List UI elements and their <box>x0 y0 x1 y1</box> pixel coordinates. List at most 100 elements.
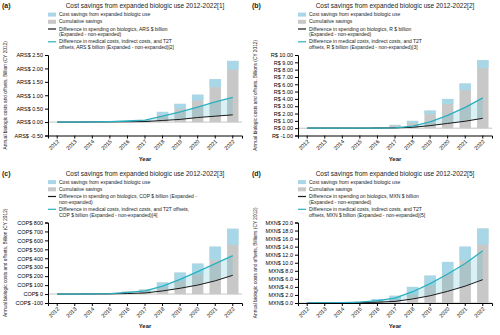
tick: 2015 <box>350 136 363 152</box>
tick-label: ARS$ 2.50 <box>16 52 43 58</box>
tick: COP$ 500 <box>17 247 48 253</box>
tick: ARS$ 1.00 <box>16 93 48 99</box>
bar-segment <box>477 60 488 68</box>
tick-label: R$ 10.00 <box>271 52 293 58</box>
tick-label: MXN$ 14.0 <box>265 244 293 250</box>
tick-label: MXN$ 10.0 <box>265 260 293 266</box>
tick-label: 2018 <box>153 138 166 151</box>
tick-mark <box>295 231 298 232</box>
tick-label: COP$ -100 <box>15 300 43 306</box>
tick-label: 2019 <box>420 138 433 151</box>
tick: ARS$ 0.00 <box>16 119 48 125</box>
tick-label: 2012 <box>47 138 60 151</box>
tick-mark <box>359 303 360 306</box>
tick-label: 2017 <box>135 306 148 319</box>
tick-mark <box>412 136 413 139</box>
tick-mark <box>74 136 75 139</box>
tick: 2021 <box>205 303 218 319</box>
title: Cost savings from expanded biologic use … <box>316 170 475 178</box>
panel-label: (d) <box>252 170 261 178</box>
tick-mark <box>395 136 396 139</box>
tick: COP$ 300 <box>17 264 48 270</box>
tick-label: ARS$ 1.00 <box>16 93 43 99</box>
tick: 2017 <box>385 136 398 152</box>
title: Cost savings from expanded biologic use … <box>316 2 475 10</box>
tick: R$ 2.00 <box>274 111 298 117</box>
line <box>57 256 233 294</box>
bar-segment <box>424 111 435 115</box>
tick: 2016 <box>368 303 381 319</box>
tick: 2022 <box>473 303 486 319</box>
tick: R$ -1.00 <box>272 133 298 139</box>
legend-label-line: offsets, MXN $ billion (Expanded - non-e… <box>309 212 426 218</box>
legend-label-line: offsets, ARS $ billion (Expanded - non-e… <box>59 44 175 50</box>
tick-label: R$ 9.00 <box>274 60 293 66</box>
tick: MXN$ 18.0 <box>265 228 298 234</box>
legend-swatch <box>298 209 306 210</box>
tick-label: R$ 5.00 <box>274 89 293 95</box>
tick: COP$ 700 <box>17 229 48 235</box>
bar-segment <box>389 124 400 126</box>
tick: 2021 <box>205 136 218 152</box>
tick-mark <box>145 303 146 306</box>
x-axis: 2012201320142015201620172018201920202021… <box>297 303 492 319</box>
tick-label: 2022 <box>223 306 236 319</box>
tick-label: MXN$ 12.0 <box>265 252 293 258</box>
legend: Cost savings from expanded biologic useC… <box>298 179 426 218</box>
tick-mark <box>295 255 298 256</box>
tick-mark <box>482 303 483 306</box>
tick-mark <box>45 122 48 123</box>
tick-mark <box>295 106 298 107</box>
legend: Cost savings from expanded biologic useC… <box>48 179 198 218</box>
plot-area <box>48 61 242 122</box>
tick-mark <box>45 231 48 232</box>
tick-label: 2020 <box>188 306 201 319</box>
area <box>307 98 483 128</box>
tick-mark <box>465 303 466 306</box>
tick-mark <box>295 128 298 129</box>
x-axis: 2012201320142015201620172018201920202021… <box>297 136 492 152</box>
tick-label: COP$ 300 <box>17 264 43 270</box>
tick-mark <box>465 136 466 139</box>
legend-label: Cumulative savings <box>59 186 103 192</box>
tick-mark <box>45 136 48 137</box>
tick: 2021 <box>455 303 468 319</box>
tick: R$ 7.00 <box>274 74 298 80</box>
tick-mark <box>232 136 233 139</box>
tick-mark <box>295 77 298 78</box>
tick: 2016 <box>118 303 131 319</box>
tick: 2013 <box>315 136 328 152</box>
tick-label: R$ 7.00 <box>274 74 293 80</box>
legend-label-line: (Expanded - non-expanded) <box>59 31 122 37</box>
tick-mark <box>57 136 58 139</box>
axis-domain <box>295 223 299 304</box>
tick-mark <box>395 303 396 306</box>
tick-mark <box>430 303 431 306</box>
tick-label: 2014 <box>82 138 95 151</box>
tick: 2016 <box>368 136 381 152</box>
tick-mark <box>295 295 298 296</box>
tick-label: R$ 6.00 <box>274 82 293 88</box>
tick-mark <box>295 239 298 240</box>
tick-label: 2015 <box>350 306 363 319</box>
line <box>307 280 483 303</box>
tick-label: 2012 <box>47 306 60 319</box>
y-axis: R$ -1.00R$ 0.00R$ 1.00R$ 2.00R$ 3.00R$ 4… <box>271 52 299 139</box>
legend-swatch <box>48 13 56 17</box>
tick: 2022 <box>223 136 236 152</box>
tick-mark <box>92 136 93 139</box>
tick-mark <box>482 136 483 139</box>
tick: MXN$ 0.0 <box>269 300 298 306</box>
area <box>57 97 233 122</box>
tick: 2020 <box>438 136 451 152</box>
tick-label: ARS$ 0.00 <box>16 119 43 125</box>
tick-mark <box>342 136 343 139</box>
tick-mark <box>295 99 298 100</box>
bar-segment <box>407 121 418 123</box>
tick-label: 2017 <box>385 306 398 319</box>
legend-label: Cumulative savings <box>59 18 103 24</box>
tick: 2014 <box>332 136 345 152</box>
tick-mark <box>45 109 48 110</box>
tick-mark <box>447 303 448 306</box>
tick-label: MXN$ 16.0 <box>265 236 293 242</box>
